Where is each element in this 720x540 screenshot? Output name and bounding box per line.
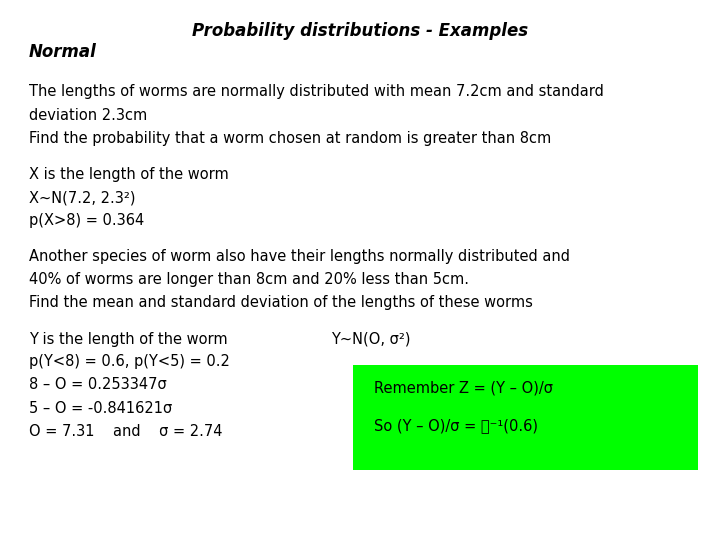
FancyBboxPatch shape [353,364,698,470]
Text: Remember Z = (Y – Ο)/σ: Remember Z = (Y – Ο)/σ [374,381,554,396]
Text: Y is the length of the worm: Y is the length of the worm [29,332,228,347]
Text: 5 – Ο = -0.841621σ: 5 – Ο = -0.841621σ [29,401,172,416]
Text: X is the length of the worm: X is the length of the worm [29,167,228,183]
Text: Normal: Normal [29,43,96,61]
Text: 8 – Ο = 0.253347σ: 8 – Ο = 0.253347σ [29,377,166,392]
Text: Another species of worm also have their lengths normally distributed and: Another species of worm also have their … [29,249,570,265]
Text: deviation 2.3cm: deviation 2.3cm [29,108,147,123]
Text: p(Y<8) = 0.6, p(Y<5) = 0.2: p(Y<8) = 0.6, p(Y<5) = 0.2 [29,354,230,369]
Text: 40% of worms are longer than 8cm and 20% less than 5cm.: 40% of worms are longer than 8cm and 20%… [29,272,469,287]
Text: Ο = 7.31    and    σ = 2.74: Ο = 7.31 and σ = 2.74 [29,424,222,440]
Text: Probability distributions - Examples: Probability distributions - Examples [192,22,528,39]
Text: So (Y – Ο)/σ = 𝓕⁻¹(0.6): So (Y – Ο)/σ = 𝓕⁻¹(0.6) [374,418,539,434]
Text: X~N(7.2, 2.3²): X~N(7.2, 2.3²) [29,190,135,205]
Text: Find the mean and standard deviation of the lengths of these worms: Find the mean and standard deviation of … [29,295,533,310]
Text: p(X>8) = 0.364: p(X>8) = 0.364 [29,213,144,228]
Text: Y~N(Ο, σ²): Y~N(Ο, σ²) [331,332,410,347]
Text: Find the probability that a worm chosen at random is greater than 8cm: Find the probability that a worm chosen … [29,131,551,146]
Text: The lengths of worms are normally distributed with mean 7.2cm and standard: The lengths of worms are normally distri… [29,84,603,99]
